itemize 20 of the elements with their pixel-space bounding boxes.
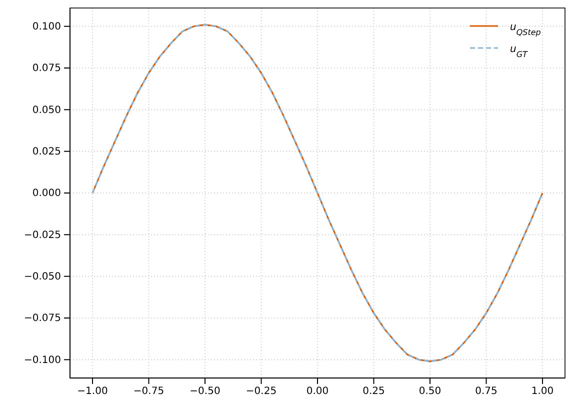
y-tick-label: 0.050 bbox=[32, 104, 61, 116]
x-tick-label: −0.25 bbox=[246, 386, 277, 398]
x-tick-label: 1.00 bbox=[531, 386, 554, 398]
x-tick-label: 0.25 bbox=[362, 386, 385, 398]
x-tick-label: 0.75 bbox=[475, 386, 498, 398]
y-tick-label: −0.100 bbox=[24, 354, 61, 366]
x-tick-label: 0.50 bbox=[418, 386, 442, 398]
y-tick-label: −0.025 bbox=[24, 230, 61, 241]
y-tick-label: 0.075 bbox=[32, 63, 61, 74]
y-tick-label: 0.025 bbox=[32, 146, 61, 158]
x-tick-label: −1.00 bbox=[77, 386, 108, 398]
x-tick-label: 0.00 bbox=[306, 386, 329, 398]
x-tick-label: −0.75 bbox=[133, 386, 164, 398]
legend-label: u$_{QStep}$ bbox=[510, 22, 541, 36]
y-tick-label: −0.075 bbox=[24, 313, 61, 324]
y-tick-label: 0.000 bbox=[32, 188, 61, 200]
x-tick-label: −0.50 bbox=[190, 386, 220, 398]
y-tick-label: 0.100 bbox=[32, 22, 61, 33]
legend-label: u$_{GT}$ bbox=[510, 44, 529, 58]
y-tick-label: −0.050 bbox=[24, 272, 61, 283]
